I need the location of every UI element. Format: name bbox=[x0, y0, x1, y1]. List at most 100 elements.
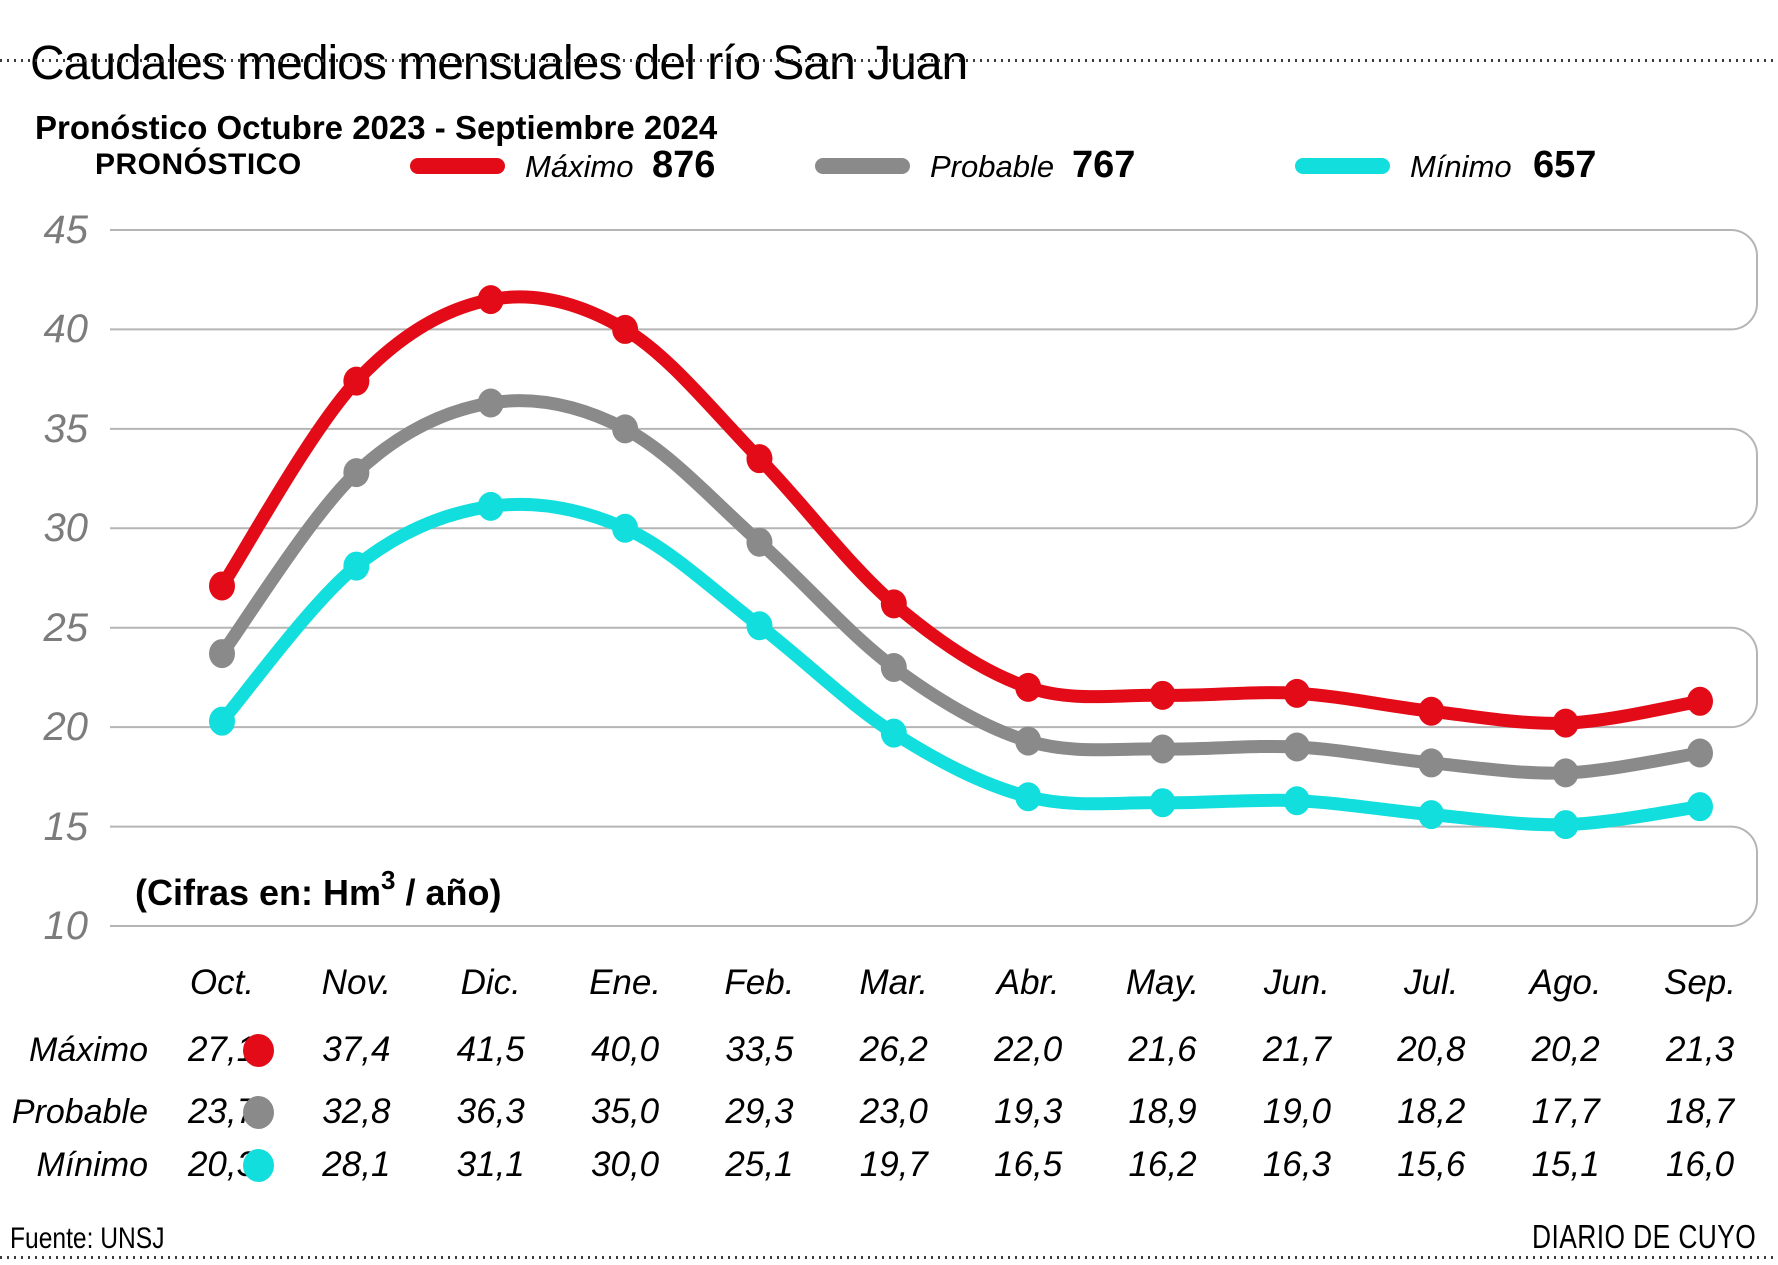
table-cell-mximo: 21,7 bbox=[1262, 1030, 1331, 1069]
source-credit: Fuente: UNSJ bbox=[10, 1222, 165, 1255]
table-cell-probable: 36,3 bbox=[456, 1092, 525, 1131]
data-point-mximo bbox=[1015, 672, 1042, 702]
y-axis-tick-label: 10 bbox=[43, 904, 89, 948]
y-axis-tick-label: 20 bbox=[43, 705, 89, 750]
y-axis-tick-label: 15 bbox=[43, 804, 89, 849]
column-header-month: Jul. bbox=[1404, 963, 1459, 1002]
data-point-mximo bbox=[746, 444, 773, 474]
column-header-month: Feb. bbox=[724, 963, 795, 1002]
table-row-label-mnimo: Mínimo bbox=[36, 1146, 148, 1184]
legend-label-mximo: Máximo bbox=[525, 149, 634, 184]
column-header-month: Mar. bbox=[859, 963, 929, 1002]
y-axis-tick-label: 45 bbox=[43, 208, 89, 252]
grid-band bbox=[110, 229, 1758, 331]
table-cell-probable: 32,8 bbox=[322, 1092, 391, 1131]
column-header-month: Sep. bbox=[1664, 963, 1736, 1002]
data-point-mnimo bbox=[1283, 786, 1310, 816]
legend-heading: PRONÓSTICO bbox=[95, 148, 302, 181]
data-point-probable bbox=[477, 388, 504, 418]
legend-annual-total-mximo: 876 bbox=[652, 144, 716, 186]
legend-annual-total-mnimo: 657 bbox=[1533, 144, 1597, 186]
table-cell-probable: 19,3 bbox=[994, 1092, 1063, 1131]
legend-label-mnimo: Mínimo bbox=[1410, 149, 1512, 184]
y-axis-tick-label: 30 bbox=[43, 506, 89, 551]
table-cell-mximo: 33,5 bbox=[725, 1030, 794, 1069]
data-point-probable bbox=[612, 414, 639, 444]
page-title: Caudales medios mensuales del río San Ju… bbox=[30, 37, 968, 91]
data-point-probable bbox=[209, 639, 235, 669]
table-cell-probable: 18,2 bbox=[1397, 1092, 1466, 1131]
legend-swatch-probable bbox=[815, 158, 910, 174]
table-cell-mnimo: 31,1 bbox=[456, 1145, 525, 1184]
table-cell-mximo: 22,0 bbox=[994, 1030, 1063, 1069]
legend-swatch-mximo bbox=[410, 158, 505, 174]
table-cell-mnimo: 25,1 bbox=[725, 1145, 794, 1184]
table-cell-mximo: 40,0 bbox=[591, 1030, 660, 1069]
table-series-dot-mnimo bbox=[243, 1149, 274, 1182]
units-note-exponent: 3 bbox=[381, 865, 396, 895]
data-point-probable bbox=[1418, 748, 1445, 778]
series-line-mximo bbox=[215, 290, 1707, 730]
data-point-mximo bbox=[1552, 708, 1579, 738]
table-cell-mnimo: 15,6 bbox=[1397, 1145, 1466, 1184]
data-point-mximo bbox=[1687, 686, 1713, 716]
grid-band bbox=[110, 626, 1758, 729]
table-cell-probable: 19,0 bbox=[1262, 1092, 1331, 1131]
table-cell-probable: 35,0 bbox=[591, 1092, 660, 1131]
grid-band bbox=[110, 427, 1758, 530]
y-axis-tick-label: 35 bbox=[43, 406, 89, 451]
data-point-probable bbox=[746, 527, 773, 557]
table-cell-mximo: 20,2 bbox=[1531, 1030, 1600, 1069]
data-point-mximo bbox=[1283, 678, 1310, 708]
units-note: (Cifras en: Hm3 / año) bbox=[135, 865, 502, 914]
data-point-probable bbox=[1687, 738, 1713, 768]
table-cell-probable: 29,3 bbox=[725, 1092, 794, 1131]
data-point-probable bbox=[1552, 758, 1579, 788]
data-point-probable bbox=[1149, 734, 1176, 764]
units-note-suffix: / año) bbox=[395, 872, 502, 913]
data-point-mximo bbox=[477, 285, 504, 315]
table-row-label-probable: Probable bbox=[11, 1093, 148, 1131]
legend-label-probable: Probable bbox=[930, 149, 1055, 184]
table-cell-mnimo: 28,1 bbox=[322, 1145, 391, 1184]
table-cell-mnimo: 16,5 bbox=[994, 1145, 1063, 1184]
column-header-month: Abr. bbox=[996, 963, 1060, 1002]
series-line-mnimo bbox=[215, 497, 1707, 832]
chart-subtitle: Pronóstico Octubre 2023 - Septiembre 202… bbox=[35, 109, 718, 147]
table-cell-mximo: 21,3 bbox=[1665, 1030, 1735, 1069]
table-cell-mximo: 21,6 bbox=[1128, 1030, 1197, 1069]
data-point-mnimo bbox=[880, 718, 907, 748]
data-point-probable bbox=[1015, 726, 1042, 756]
footer-dotted-rule bbox=[0, 1256, 1778, 1259]
data-point-mximo bbox=[612, 314, 639, 344]
table-cell-mximo: 20,8 bbox=[1397, 1030, 1466, 1069]
data-point-probable bbox=[1283, 732, 1310, 762]
y-axis-tick-label: 40 bbox=[43, 307, 89, 352]
table-cell-mnimo: 16,2 bbox=[1128, 1145, 1197, 1184]
table-cell-mnimo: 15,1 bbox=[1531, 1145, 1600, 1184]
y-axis-tick-label: 25 bbox=[43, 605, 89, 650]
data-point-mnimo bbox=[343, 551, 370, 581]
column-header-month: Ago. bbox=[1529, 963, 1602, 1002]
column-header-month: Ene. bbox=[589, 963, 662, 1002]
column-header-month: Dic. bbox=[460, 963, 521, 1002]
table-cell-mnimo: 30,0 bbox=[591, 1145, 660, 1184]
table-cell-mnimo: 16,3 bbox=[1262, 1145, 1331, 1184]
table-cell-probable: 18,7 bbox=[1665, 1092, 1735, 1131]
units-note-prefix: (Cifras en: Hm bbox=[135, 872, 382, 913]
table-cell-mximo: 41,5 bbox=[456, 1030, 525, 1069]
data-point-mnimo bbox=[1552, 810, 1579, 840]
data-point-mnimo bbox=[1418, 800, 1445, 830]
grid-band bbox=[110, 825, 1758, 927]
table-cell-mximo: 26,2 bbox=[859, 1030, 928, 1069]
column-header-month: May. bbox=[1125, 963, 1200, 1002]
table-cell-probable: 18,9 bbox=[1128, 1092, 1197, 1131]
data-point-mnimo bbox=[1149, 788, 1176, 818]
column-header-month: Nov. bbox=[321, 963, 392, 1002]
table-series-dot-probable bbox=[243, 1096, 274, 1129]
data-point-mximo bbox=[880, 589, 907, 619]
publisher-credit: DIARIO DE CUYO bbox=[1531, 1218, 1756, 1255]
data-point-probable bbox=[880, 652, 907, 682]
data-point-mnimo bbox=[209, 706, 235, 736]
